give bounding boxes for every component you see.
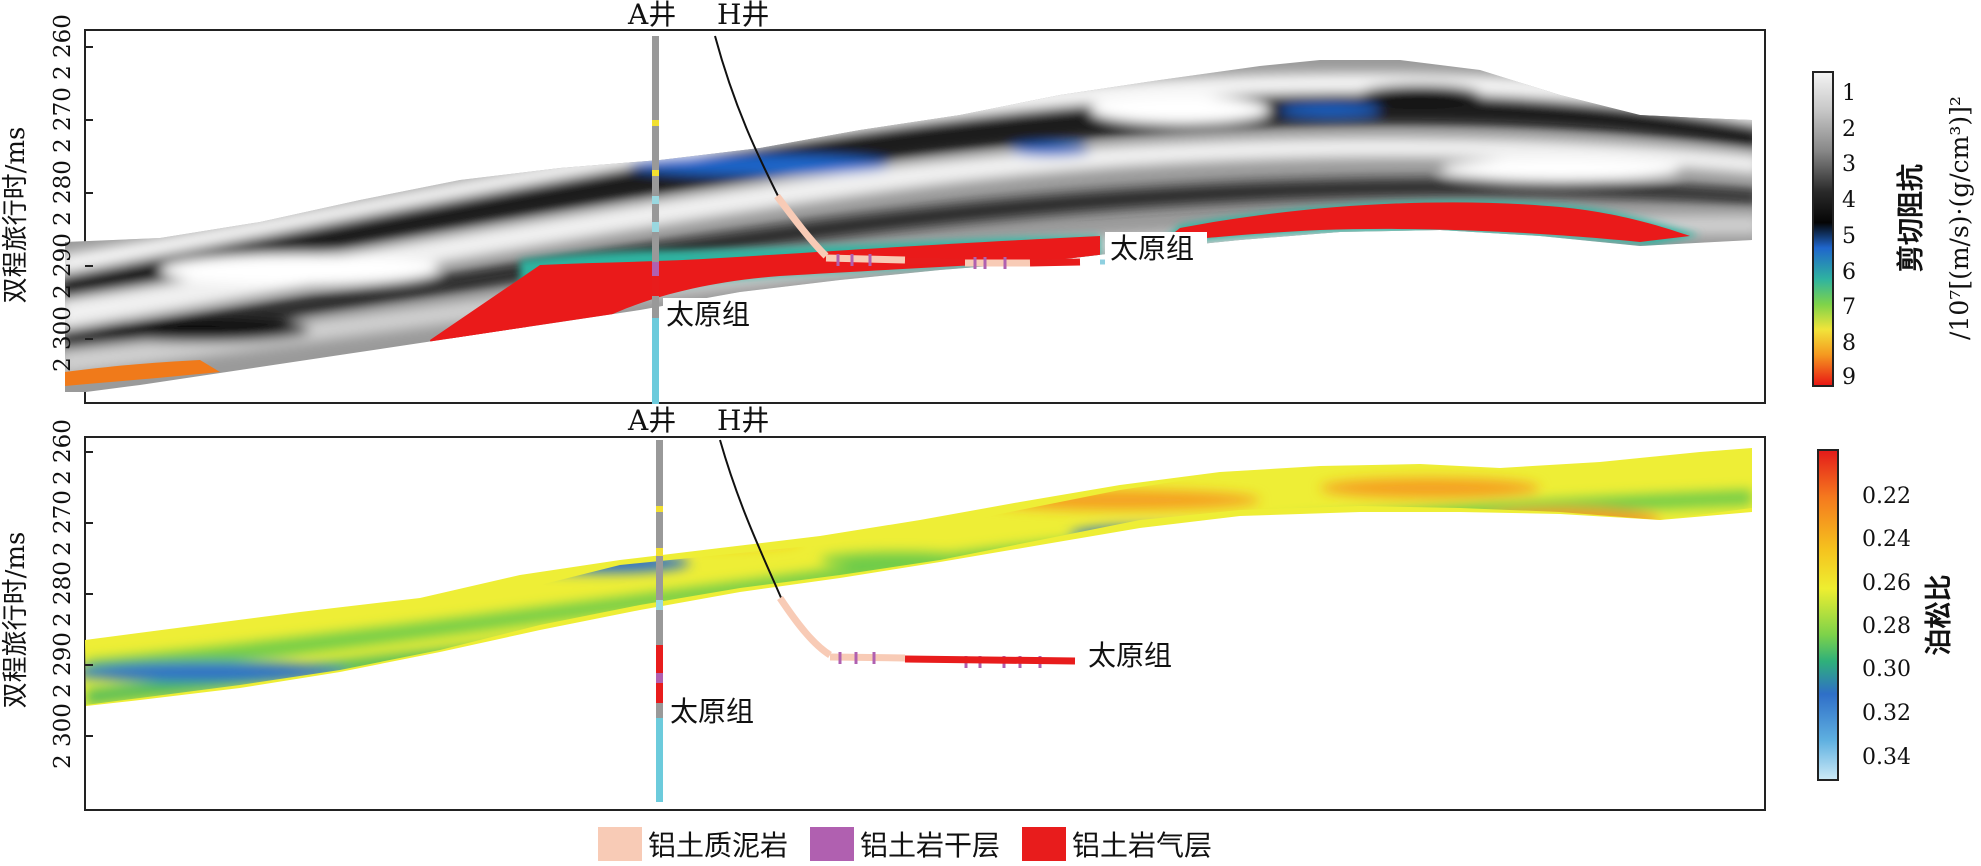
top-colorbar-tick: 6 [1842, 260, 1856, 285]
formation-label-h-bottom: 太原组 [1088, 639, 1172, 672]
top-ytick: 2 300 [50, 306, 76, 372]
well-a-label-top: A井 [627, 0, 676, 31]
lithology-legend: 铝土质泥岩 铝土岩干层 铝土岩气层 [598, 824, 1234, 864]
top-colorbar-unit: /10⁷[(m/s)·(g/cm³)]² [1945, 96, 1974, 340]
well-a-label-bottom: A井 [627, 404, 676, 437]
top-colorbar-tick: 7 [1842, 295, 1856, 320]
bottom-colorbar-tick: 0.26 [1862, 571, 1911, 596]
bottom-yaxis: 2 260 2 270 2 280 2 290 2 300 双程旅行时/ms [1, 419, 93, 769]
bottom-ytick: 2 260 [50, 419, 76, 485]
top-ytick: 2 280 [50, 160, 76, 226]
bottom-colorbar: 0.22 0.24 0.26 0.28 0.30 0.32 0.34 泊松比 [1817, 449, 1955, 781]
bottom-colorbar-title: 泊松比 [1924, 575, 1955, 656]
top-colorbar-tick: 1 [1842, 81, 1856, 106]
legend-label: 铝土质泥岩 [648, 829, 789, 862]
formation-label-a-top: 太原组 [666, 298, 750, 331]
well-h-bottom [719, 439, 1076, 668]
well-h-label-top: H井 [717, 0, 769, 31]
top-ylabel: 双程旅行时/ms [1, 127, 31, 304]
top-ytick: 2 270 [50, 87, 76, 153]
top-panel: 2 260 2 270 2 280 2 290 2 300 双程旅行时/ms A… [1, 0, 1974, 404]
well-a-bottom [656, 440, 663, 802]
bottom-ytick: 2 280 [50, 561, 76, 627]
legend-item-bauxite-dry: 铝土岩干层 [810, 824, 1000, 864]
top-ytick: 2 290 [50, 233, 76, 299]
top-colorbar-tick: 9 [1842, 365, 1856, 390]
top-colorbar-tick: 2 [1842, 117, 1856, 142]
bottom-ytick: 2 300 [50, 703, 76, 769]
bottom-ytick: 2 290 [50, 632, 76, 698]
bottom-ylabel: 双程旅行时/ms [1, 532, 31, 709]
formation-label-h-top: 太原组 [1110, 232, 1194, 265]
formation-label-a-bottom: 太原组 [670, 695, 754, 728]
bottom-colorbar-tick: 0.32 [1862, 701, 1911, 726]
bottom-colorbar-tick: 0.34 [1862, 745, 1911, 770]
legend-swatch [810, 827, 855, 861]
bottom-colorbar-tick: 0.30 [1862, 657, 1911, 682]
legend-label: 铝土岩气层 [1072, 829, 1213, 862]
bottom-colorbar-tick: 0.24 [1862, 527, 1911, 552]
bottom-colorbar-tick: 0.22 [1862, 484, 1911, 509]
top-colorbar-tick: 5 [1842, 224, 1856, 249]
top-colorbar-tick: 3 [1842, 152, 1856, 177]
legend-swatch [1022, 827, 1067, 861]
top-colorbar-tick: 4 [1842, 188, 1856, 213]
top-colorbar: 1 2 3 4 5 6 7 8 9 剪切阻抗 /10⁷[(m/s)·(g/cm³… [1812, 71, 1974, 390]
legend-item-bauxitic-mudstone: 铝土质泥岩 [598, 824, 788, 864]
well-a-top [652, 36, 659, 404]
top-colorbar-title: 剪切阻抗 [1895, 164, 1927, 272]
bottom-ytick: 2 270 [50, 490, 76, 556]
bottom-colorbar-tick: 0.28 [1862, 614, 1911, 639]
top-yaxis: 2 260 2 270 2 280 2 290 2 300 双程旅行时/ms [1, 14, 93, 372]
legend-item-bauxite-gas: 铝土岩气层 [1022, 824, 1212, 864]
top-colorbar-tick: 8 [1842, 331, 1856, 356]
well-h-top [714, 35, 1120, 269]
legend-swatch [598, 827, 642, 861]
legend-label: 铝土岩干层 [860, 829, 1001, 862]
well-h-label-bottom: H井 [717, 404, 769, 437]
bottom-panel: 2 260 2 270 2 280 2 290 2 300 双程旅行时/ms A… [1, 404, 1955, 811]
top-ytick: 2 260 [50, 14, 76, 80]
